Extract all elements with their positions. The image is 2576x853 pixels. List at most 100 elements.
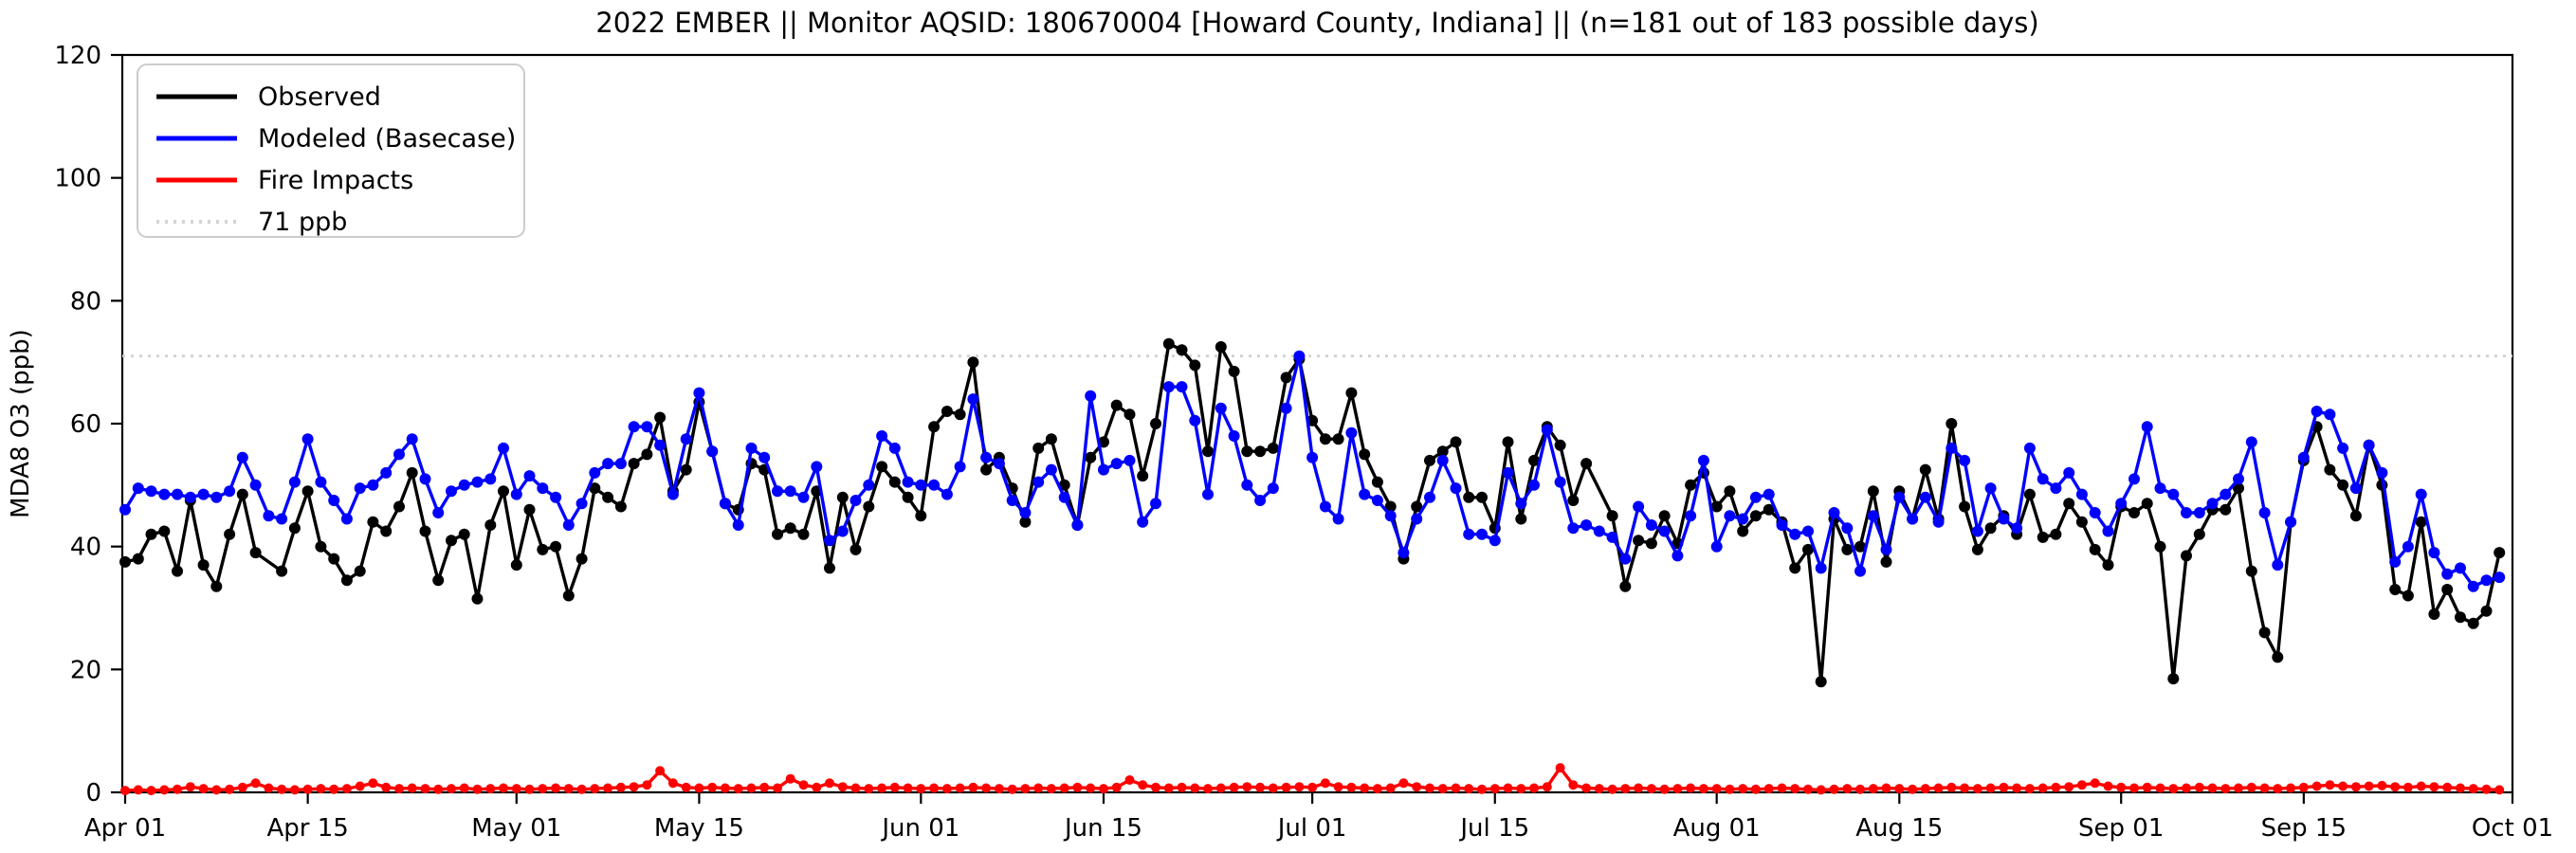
data-point [1620, 784, 1631, 794]
data-point [484, 473, 497, 485]
data-point [2442, 782, 2453, 792]
data-point [811, 461, 823, 473]
data-point [1959, 454, 1971, 466]
chart-title: 2022 EMBER || Monitor AQSID: 180670004 [… [595, 7, 2038, 39]
data-point [485, 784, 496, 794]
data-point [354, 565, 366, 577]
data-point [1606, 531, 1618, 543]
data-point [1229, 782, 1239, 792]
data-point [915, 479, 927, 491]
data-point [1725, 784, 1735, 794]
data-point [328, 495, 340, 506]
data-point [1946, 442, 1958, 454]
data-point [864, 784, 874, 794]
data-point [824, 562, 835, 574]
data-point [1686, 783, 1696, 793]
data-point [316, 784, 326, 794]
data-point [732, 519, 744, 531]
data-point [1685, 510, 1697, 522]
data-point [158, 525, 171, 537]
data-point [1999, 782, 2009, 792]
data-point [446, 485, 457, 498]
data-point [447, 784, 456, 794]
data-point [2377, 780, 2387, 790]
data-point [1711, 784, 1722, 794]
data-point [993, 458, 1005, 470]
data-point [185, 782, 195, 792]
data-point [2337, 442, 2349, 454]
data-point [850, 543, 862, 555]
data-point [2167, 488, 2180, 500]
data-point [1071, 519, 1084, 531]
data-point [471, 476, 484, 488]
data-point [2064, 782, 2074, 792]
data-point [850, 783, 861, 793]
data-point [1502, 436, 1514, 448]
data-point [2233, 482, 2244, 495]
data-point [2349, 510, 2362, 522]
y-tick-label: 120 [54, 42, 101, 70]
data-point [172, 565, 183, 577]
data-point [302, 784, 313, 794]
data-point [614, 458, 627, 470]
data-point [863, 500, 875, 513]
data-point [824, 535, 835, 547]
data-point [367, 479, 379, 491]
data-point [1436, 445, 1449, 458]
data-point [2233, 473, 2244, 485]
data-point [2416, 781, 2426, 791]
data-point [1345, 426, 1358, 439]
data-point [837, 782, 848, 792]
data-point [224, 528, 236, 540]
data-point [1189, 414, 1201, 426]
data-point [1019, 507, 1032, 518]
data-point [550, 540, 562, 553]
data-point [1698, 784, 1708, 794]
data-point [1307, 782, 1318, 792]
data-point [510, 559, 522, 572]
data-point [2456, 783, 2465, 793]
data-point [784, 522, 796, 535]
data-point [1411, 500, 1423, 513]
data-point [614, 500, 627, 513]
data-point [173, 784, 182, 794]
data-point [1829, 784, 1839, 794]
data-point [406, 433, 418, 445]
data-point [1528, 454, 1540, 466]
data-point [1568, 780, 1579, 790]
data-point [655, 766, 666, 776]
data-point [954, 461, 966, 473]
data-point [132, 553, 144, 565]
data-point [929, 783, 940, 793]
data-point [146, 786, 156, 796]
data-point [1058, 491, 1070, 503]
data-point [2441, 568, 2454, 580]
legend-item-modeled-basecase-: Modeled (Basecase) [156, 124, 516, 154]
data-point [210, 580, 223, 592]
data-point [1529, 783, 1539, 793]
data-point [2441, 584, 2454, 595]
data-point [1398, 778, 1409, 789]
data-point [2090, 778, 2100, 789]
data-point [2311, 406, 2323, 417]
data-point [590, 784, 600, 794]
data-point [1854, 540, 1866, 553]
data-point [1607, 784, 1617, 794]
data-point [2037, 531, 2049, 543]
data-point [2246, 782, 2256, 792]
data-point [1046, 784, 1056, 794]
data-point [289, 785, 300, 795]
data-point [812, 782, 822, 792]
data-point [1554, 476, 1566, 488]
data-point [1881, 783, 1891, 793]
data-point [1124, 775, 1135, 785]
data-point [863, 479, 875, 491]
data-point [145, 528, 157, 540]
data-point [2298, 782, 2309, 792]
data-point [328, 553, 340, 565]
data-point [2245, 565, 2257, 577]
data-point [340, 574, 353, 587]
data-point [2128, 473, 2140, 485]
data-point [1685, 479, 1697, 491]
